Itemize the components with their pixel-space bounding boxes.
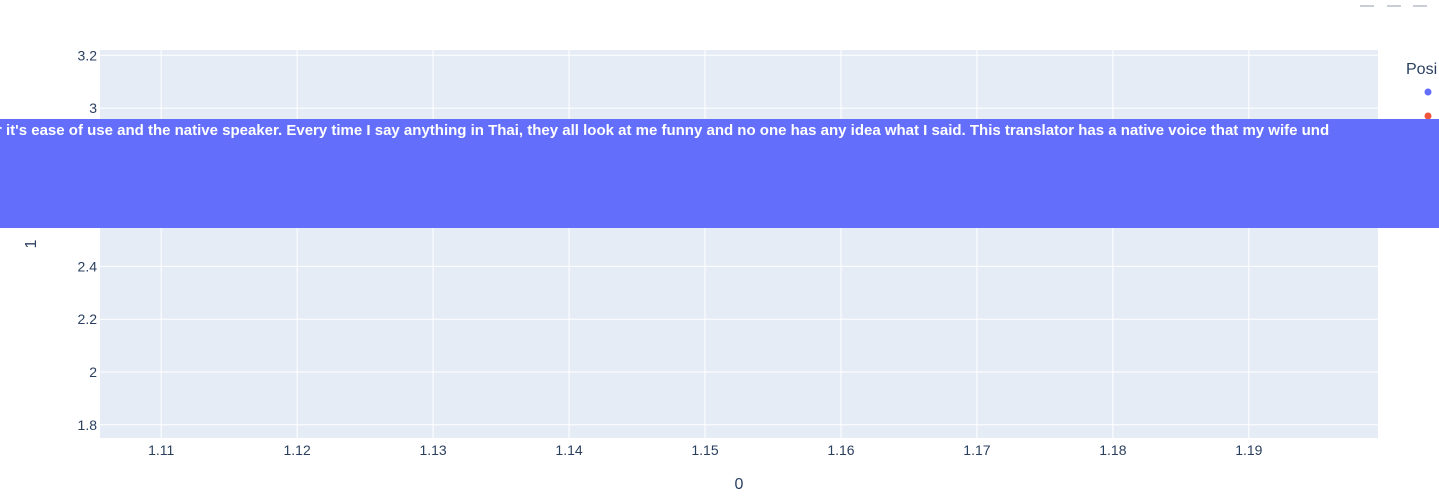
y-axis-ticks: 1.822.22.42.62.833.2 — [78, 47, 98, 433]
x-tick: 1.17 — [963, 442, 990, 458]
x-tick-label: 1.19 — [1235, 442, 1262, 458]
hover-tooltip: r it's ease of use and the native speake… — [0, 119, 1439, 228]
x-tick: 1.18 — [1099, 442, 1126, 458]
x-tick: 1.14 — [555, 442, 582, 458]
y-tick-label: 2.2 — [78, 311, 98, 327]
y-tick: 2 — [89, 364, 97, 380]
modebar — [1352, 0, 1427, 7]
y-tick: 2.4 — [78, 258, 98, 274]
x-tick: 1.16 — [827, 442, 854, 458]
x-tick-label: 1.12 — [284, 442, 311, 458]
pan-icon[interactable] — [1386, 0, 1401, 7]
x-tick-label: 1.13 — [419, 442, 446, 458]
y-tick-label: 2 — [89, 364, 97, 380]
legend-marker-series-2[interactable] — [1424, 112, 1432, 120]
x-tick: 1.15 — [691, 442, 718, 458]
y-tick-label: 3.2 — [78, 47, 98, 63]
x-tick: 1.13 — [419, 442, 446, 458]
x-tick-label: 1.18 — [1099, 442, 1126, 458]
reset-axes-icon[interactable] — [1413, 0, 1427, 7]
y-tick: 3.2 — [78, 47, 98, 63]
x-axis-ticks: 1.11 1.12 1.13 1.14 1.15 1.16 1.17 1.18 1.19 — [148, 442, 1263, 458]
y-tick-label: 1.8 — [78, 417, 98, 433]
y-tick: 2.2 — [78, 311, 98, 327]
legend: Posi — [1406, 61, 1437, 120]
x-tick-label: 1.11 — [148, 442, 174, 458]
x-tick: 1.11 — [148, 442, 174, 458]
legend-marker-series-1[interactable] — [1424, 88, 1432, 96]
x-tick: 1.12 — [284, 442, 311, 458]
x-axis-title: 0 — [735, 476, 744, 493]
y-axis-title: 1 — [23, 239, 40, 248]
x-tick-label: 1.16 — [827, 442, 854, 458]
plot-area[interactable] — [100, 50, 1378, 438]
zoom-icon[interactable] — [1360, 0, 1375, 7]
legend-title: Posi — [1406, 61, 1437, 78]
y-tick: 3 — [89, 100, 97, 116]
y-tick-label: 3 — [89, 100, 97, 116]
x-tick: 1.19 — [1235, 442, 1262, 458]
hover-tooltip-text: r it's ease of use and the native speake… — [0, 122, 1330, 139]
x-tick-label: 1.15 — [691, 442, 718, 458]
x-tick-label: 1.17 — [963, 442, 990, 458]
y-tick-label: 2.4 — [78, 258, 98, 274]
y-tick: 1.8 — [78, 417, 98, 433]
x-tick-label: 1.14 — [555, 442, 582, 458]
